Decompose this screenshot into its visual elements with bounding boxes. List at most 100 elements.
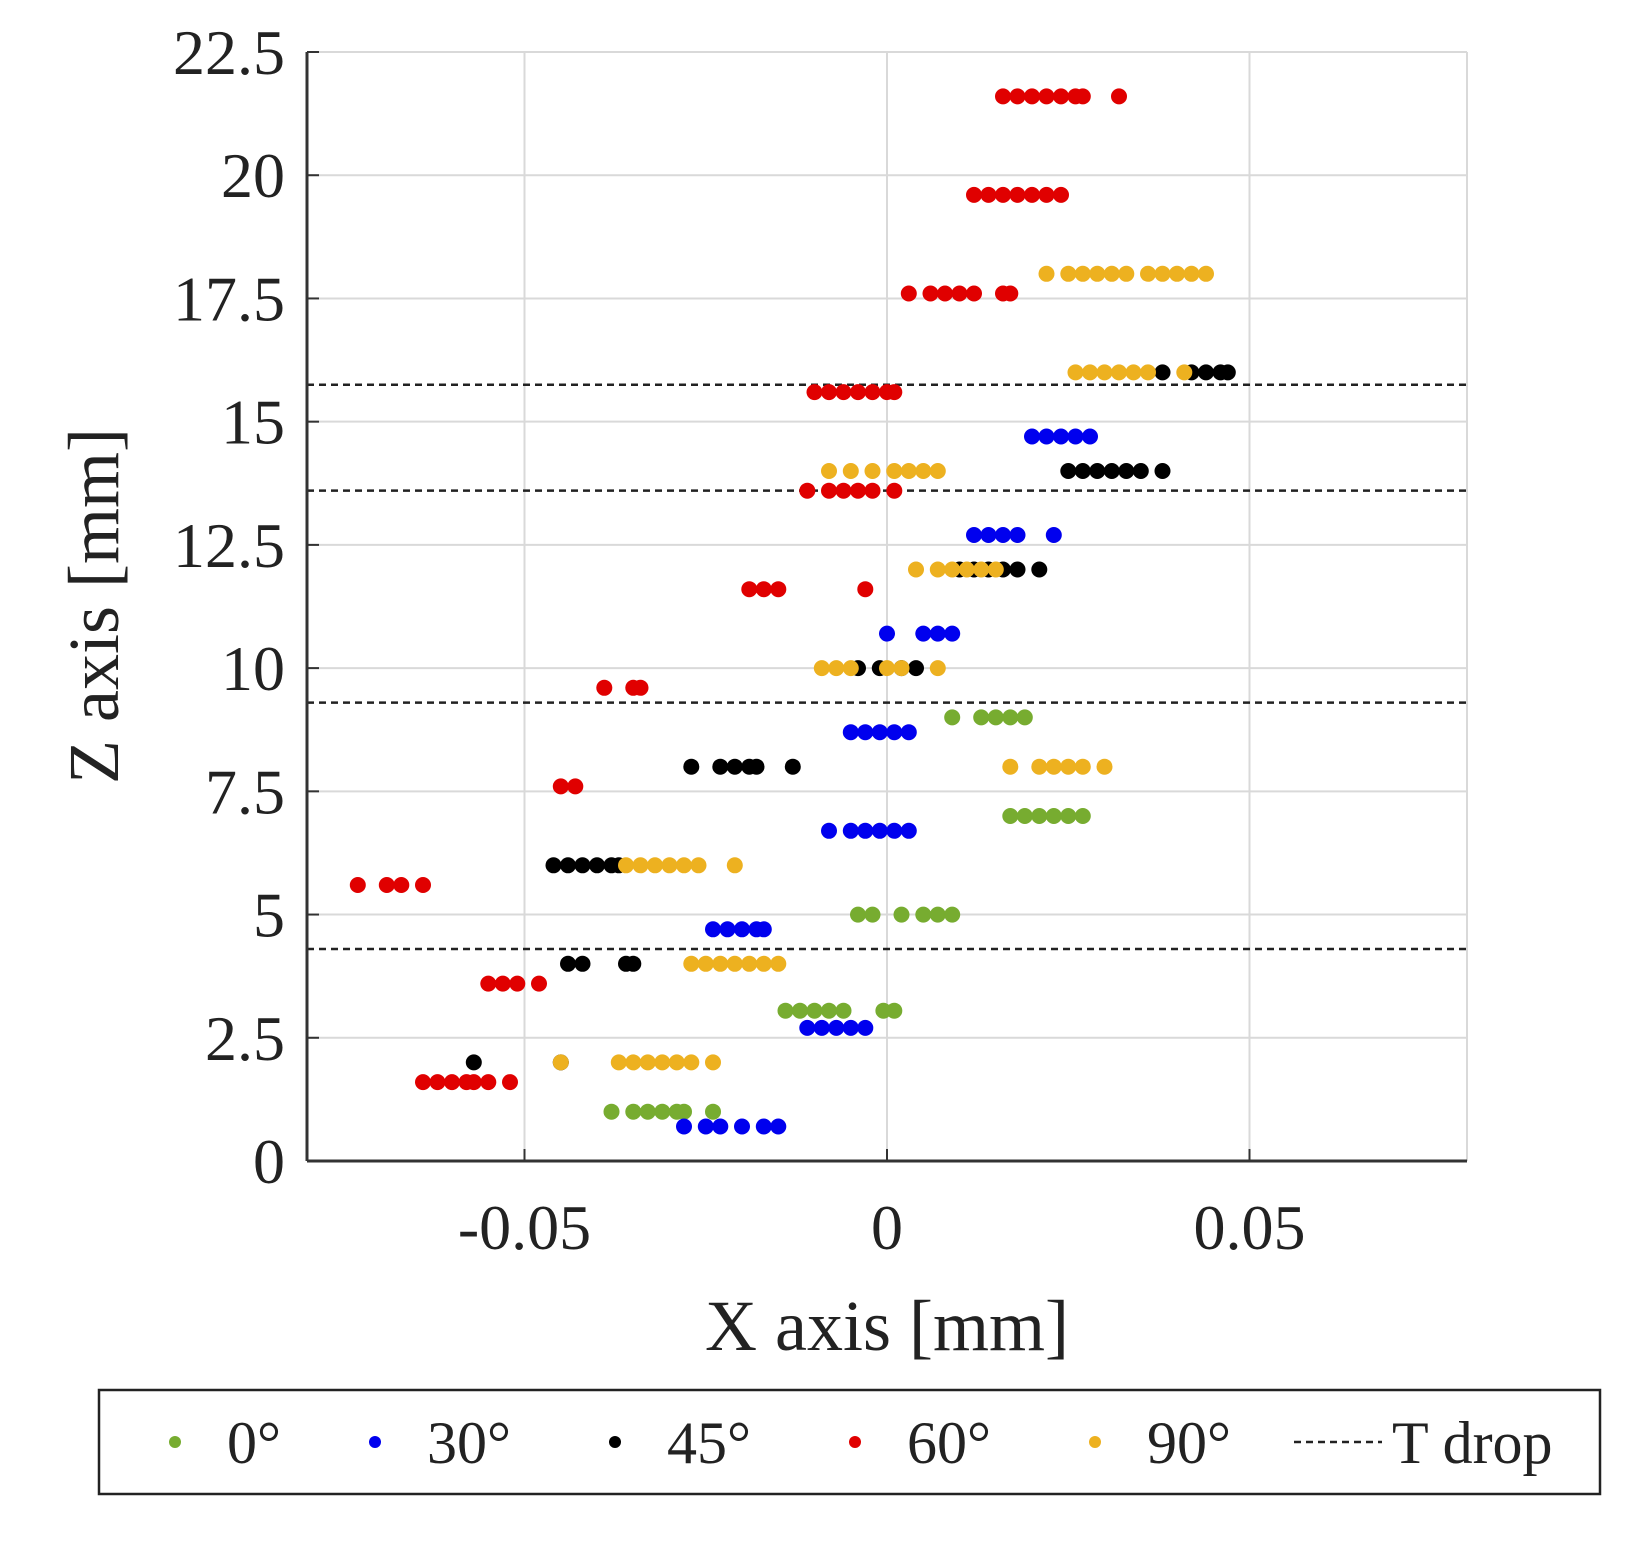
data-point bbox=[980, 527, 997, 543]
data-point bbox=[415, 1074, 431, 1091]
series-90deg bbox=[552, 265, 1214, 1071]
y-tick-label: 20 bbox=[221, 140, 285, 211]
data-point bbox=[545, 857, 562, 874]
legend-item: 0° bbox=[169, 1410, 281, 1476]
data-point bbox=[777, 1002, 794, 1019]
data-point bbox=[1219, 364, 1236, 381]
data-point bbox=[886, 822, 903, 839]
data-point bbox=[821, 384, 837, 401]
data-point bbox=[857, 724, 874, 741]
data-points bbox=[349, 88, 1236, 1135]
x-axis-title: X axis [mm] bbox=[705, 1286, 1069, 1366]
data-point bbox=[1132, 463, 1149, 479]
data-point bbox=[980, 186, 997, 203]
data-point bbox=[966, 186, 982, 203]
data-point bbox=[596, 679, 613, 696]
data-point bbox=[1082, 364, 1098, 381]
data-point bbox=[1140, 265, 1156, 282]
legend-marker bbox=[1089, 1436, 1101, 1448]
data-point bbox=[842, 1019, 859, 1036]
legend-item: 90° bbox=[1089, 1410, 1231, 1476]
data-point bbox=[509, 975, 526, 992]
data-point bbox=[1111, 88, 1127, 105]
data-point bbox=[1067, 428, 1084, 445]
data-point bbox=[705, 1054, 721, 1071]
y-tick-label: 0 bbox=[253, 1126, 285, 1197]
data-point bbox=[784, 758, 801, 775]
series-30deg bbox=[676, 428, 1098, 1135]
data-point bbox=[1154, 463, 1171, 479]
data-point bbox=[813, 1019, 830, 1036]
data-point bbox=[1198, 265, 1214, 282]
data-point bbox=[857, 822, 874, 839]
data-point bbox=[676, 857, 692, 874]
data-point bbox=[465, 1074, 482, 1091]
data-point bbox=[639, 1103, 656, 1120]
data-point bbox=[560, 857, 576, 874]
data-point bbox=[944, 709, 961, 726]
data-point bbox=[654, 1103, 671, 1120]
data-point bbox=[770, 955, 787, 972]
data-point bbox=[726, 758, 743, 775]
data-point bbox=[1002, 758, 1019, 775]
data-point bbox=[929, 463, 946, 479]
data-point bbox=[632, 679, 649, 696]
y-tick-label: 22.5 bbox=[173, 17, 285, 88]
legend-item: 45° bbox=[609, 1410, 751, 1476]
data-point bbox=[828, 660, 845, 677]
data-point bbox=[574, 857, 591, 874]
data-point bbox=[973, 709, 990, 726]
series-60deg bbox=[349, 88, 1127, 1091]
data-point bbox=[1009, 88, 1026, 105]
data-point bbox=[1074, 758, 1091, 775]
data-point bbox=[915, 625, 932, 642]
legend-marker bbox=[369, 1436, 381, 1448]
data-point bbox=[1024, 428, 1040, 445]
data-point bbox=[1045, 808, 1062, 824]
data-point bbox=[929, 660, 946, 677]
data-point bbox=[821, 482, 837, 499]
data-point bbox=[1016, 808, 1033, 824]
data-point bbox=[799, 1019, 816, 1036]
data-point bbox=[1053, 428, 1069, 445]
data-point bbox=[770, 581, 787, 598]
data-point bbox=[900, 285, 917, 302]
data-point bbox=[697, 955, 714, 972]
data-point bbox=[618, 857, 634, 874]
data-point bbox=[922, 285, 939, 302]
data-point bbox=[632, 857, 649, 874]
data-point bbox=[842, 660, 859, 677]
data-point bbox=[886, 463, 903, 479]
data-point bbox=[393, 877, 410, 893]
data-point bbox=[610, 1054, 627, 1071]
y-tick-label: 15 bbox=[221, 387, 285, 458]
data-point bbox=[821, 463, 837, 479]
data-point bbox=[973, 561, 990, 578]
data-point bbox=[1111, 364, 1127, 381]
data-point bbox=[1045, 527, 1062, 543]
data-point bbox=[835, 384, 852, 401]
data-point bbox=[1002, 808, 1019, 824]
data-point bbox=[1118, 265, 1135, 282]
data-point bbox=[842, 822, 859, 839]
data-point bbox=[857, 1019, 874, 1036]
data-point bbox=[857, 581, 874, 598]
data-point bbox=[480, 1074, 497, 1091]
data-point bbox=[1031, 808, 1048, 824]
data-point bbox=[625, 1103, 642, 1120]
data-point bbox=[625, 955, 642, 972]
data-point bbox=[806, 1002, 823, 1019]
legend-item-t-drop: T drop bbox=[1294, 1410, 1553, 1476]
data-point bbox=[625, 1054, 642, 1071]
data-point bbox=[726, 857, 743, 874]
data-point bbox=[1009, 186, 1026, 203]
data-point bbox=[712, 955, 729, 972]
data-point bbox=[821, 822, 837, 839]
data-point bbox=[1031, 758, 1048, 775]
data-point bbox=[900, 822, 917, 839]
legend-marker bbox=[849, 1436, 861, 1448]
data-point bbox=[1074, 88, 1091, 105]
data-point bbox=[835, 482, 852, 499]
data-point bbox=[494, 975, 511, 992]
legend-label: 30° bbox=[427, 1410, 511, 1476]
